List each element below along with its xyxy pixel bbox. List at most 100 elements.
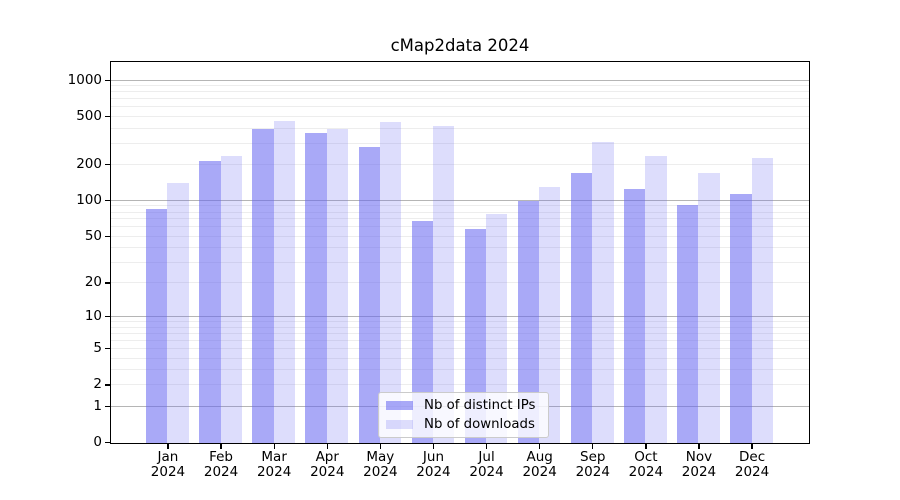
x-tick-label: Mar 2024	[256, 449, 292, 481]
legend-swatch-distinct-ips-icon	[386, 401, 413, 410]
minor-gridline	[111, 142, 809, 144]
bar-downloads-jul	[486, 213, 508, 443]
minor-gridline	[111, 339, 809, 341]
legend-label-downloads: Nb of downloads	[424, 417, 535, 432]
bar-downloads-may	[379, 122, 402, 443]
y-tick	[105, 163, 110, 166]
x-tick-label: Dec 2024	[734, 449, 770, 481]
minor-gridline	[111, 163, 809, 165]
y-tick	[105, 282, 110, 284]
bar-downloads-nov	[698, 173, 720, 443]
bar-distinct-ips-dec	[730, 194, 752, 443]
x-tick-label: May 2024	[363, 449, 398, 481]
x-tick-label: Nov 2024	[681, 449, 717, 481]
y-tick	[105, 441, 110, 444]
legend-label-distinct-ips: Nb of distinct IPs	[424, 398, 536, 413]
y-tick-label: 5	[93, 340, 102, 357]
legend-row-downloads: Nb of downloads	[386, 417, 540, 432]
legend-swatch-downloads-icon	[386, 420, 413, 429]
minor-gridline	[111, 115, 809, 117]
bar-downloads-dec	[751, 157, 773, 443]
minor-gridline	[111, 261, 809, 263]
minor-gridline	[111, 127, 809, 129]
minor-gridline	[111, 85, 809, 87]
bar-distinct-ips-feb	[199, 161, 221, 443]
minor-gridline	[111, 332, 809, 334]
bar-downloads-jun	[432, 126, 455, 443]
y-tick-label: 0	[93, 434, 102, 450]
minor-gridline	[111, 348, 809, 350]
y-tick	[105, 384, 110, 386]
y-tick-label: 1	[93, 397, 102, 414]
bar-distinct-ips-mar	[252, 129, 274, 443]
y-tick-label: 20	[84, 274, 102, 291]
minor-gridline	[111, 98, 809, 100]
y-tick-label: 2	[93, 376, 102, 393]
x-tick-label: Jan 2024	[150, 449, 186, 481]
x-tick-label: Feb 2024	[203, 449, 239, 481]
x-tick	[751, 444, 753, 449]
minor-gridline	[111, 247, 809, 249]
x-tick-label: Aug 2024	[522, 449, 557, 481]
legend-row-distinct-ips: Nb of distinct IPs	[386, 398, 540, 413]
minor-gridline	[111, 326, 809, 328]
x-tick	[592, 444, 594, 449]
y-tick	[105, 405, 110, 407]
y-tick-label: 100	[76, 191, 102, 208]
bar-distinct-ips-jan	[146, 208, 168, 443]
y-tick-label: 10	[84, 308, 102, 325]
major-gridline	[111, 316, 809, 318]
major-gridline	[111, 199, 809, 201]
bar-distinct-ips-may	[358, 147, 380, 443]
minor-gridline	[111, 205, 809, 207]
bar-distinct-ips-oct	[624, 189, 646, 443]
y-tick-label: 1000	[67, 71, 102, 88]
minor-gridline	[111, 369, 809, 371]
bar-distinct-ips-sep	[570, 173, 593, 443]
x-tick-label: Sep 2024	[575, 449, 610, 481]
y-tick	[105, 199, 110, 202]
x-tick	[326, 444, 328, 449]
bar-distinct-ips-jun	[411, 220, 433, 443]
bar-downloads-aug	[539, 187, 561, 443]
y-tick-label: 50	[84, 227, 102, 244]
x-tick	[539, 444, 541, 449]
x-tick-label: Apr 2024	[310, 449, 345, 481]
y-tick-label: 500	[76, 107, 102, 124]
x-tick	[273, 444, 275, 449]
bar-distinct-ips-nov	[677, 204, 699, 443]
y-tick	[105, 347, 110, 350]
minor-gridline	[111, 211, 809, 213]
x-tick	[379, 444, 381, 449]
bar-downloads-sep	[592, 141, 614, 443]
x-tick	[645, 444, 647, 449]
minor-gridline	[111, 91, 809, 93]
bar-distinct-ips-apr	[305, 133, 327, 443]
minor-gridline	[111, 226, 809, 228]
x-tick	[220, 444, 222, 449]
minor-gridline	[111, 218, 809, 220]
minor-gridline	[111, 321, 809, 323]
bar-downloads-oct	[645, 155, 667, 443]
y-tick	[105, 235, 110, 237]
bar-distinct-ips-aug	[517, 200, 540, 443]
x-tick-label: Oct 2024	[628, 449, 664, 481]
x-tick-label: Jul 2024	[469, 449, 504, 481]
x-tick	[167, 444, 169, 449]
minor-gridline	[111, 235, 809, 237]
x-tick	[698, 444, 700, 449]
minor-gridline	[111, 106, 809, 108]
bar-distinct-ips-jul	[464, 229, 487, 443]
plot-area	[110, 61, 810, 444]
x-tick	[485, 444, 488, 449]
chart-title: cMap2data 2024	[390, 36, 530, 55]
y-tick	[105, 316, 110, 318]
bar-downloads-mar	[273, 121, 295, 443]
minor-gridline	[111, 384, 809, 386]
bar-downloads-apr	[326, 128, 349, 443]
y-tick	[105, 115, 110, 118]
minor-gridline	[111, 282, 809, 284]
bar-downloads-jan	[167, 183, 189, 443]
legend: Nb of distinct IPs Nb of downloads	[378, 392, 549, 438]
